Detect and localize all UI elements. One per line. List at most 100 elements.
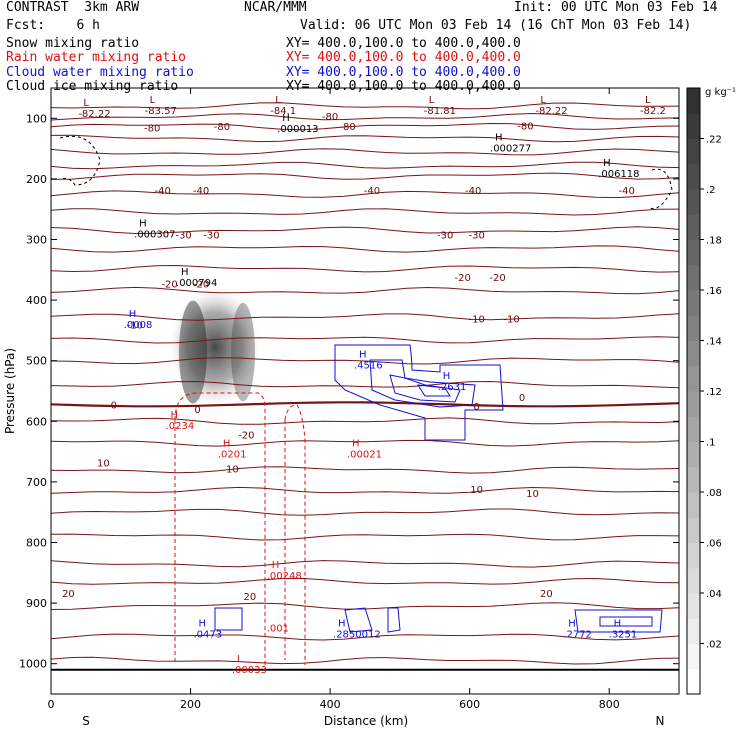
x-tick-label-0: 0 bbox=[48, 698, 55, 711]
colorbar-segment-19 bbox=[687, 189, 700, 215]
y-tick-label-9: 1000 bbox=[19, 658, 47, 671]
extremum-value-23: .3251 bbox=[609, 630, 638, 641]
contour-label-17: -20 bbox=[489, 273, 505, 284]
colorbar-segment-18 bbox=[687, 214, 700, 240]
contour-label-27: 10 bbox=[470, 485, 483, 496]
x-tick-label-1: 200 bbox=[180, 698, 201, 711]
temperature-contour-10 bbox=[51, 245, 679, 253]
plot-frame bbox=[50, 87, 680, 695]
colorbar-tick-label-2: .06 bbox=[706, 539, 722, 550]
contour-label-25: 10 bbox=[97, 459, 110, 470]
rain-contour-2 bbox=[284, 404, 306, 665]
colorbar-tick-label-0: .02 bbox=[706, 640, 722, 651]
cloud-water-contour-4 bbox=[214, 607, 243, 631]
colorbar-segment-6 bbox=[687, 517, 700, 543]
colorbar-tick-label-1: .04 bbox=[706, 589, 722, 600]
cloud-water-contour-3 bbox=[417, 384, 451, 397]
extremum-mark-21: L bbox=[237, 654, 243, 665]
extremum-mark-16: H bbox=[352, 439, 360, 450]
colorbar-segment-0 bbox=[687, 668, 700, 695]
colorbar-segment-13 bbox=[687, 340, 700, 367]
field-xy-cloud-water: XY= 400.0,100.0 to 400.0,400.0 bbox=[286, 65, 521, 80]
y-tick-label-0: 100 bbox=[26, 112, 47, 125]
cloud-water-contour-2 bbox=[389, 374, 461, 403]
extremum-value-12: .4516 bbox=[354, 361, 383, 372]
colorbar-segment-11 bbox=[687, 391, 700, 417]
contour-label-6: -40 bbox=[193, 186, 209, 197]
extremum-value-16: .00021 bbox=[347, 450, 382, 461]
snow-core-0-a bbox=[178, 300, 207, 404]
colorbar-tick-label-4: .1 bbox=[706, 438, 716, 449]
colorbar-segment-3 bbox=[687, 593, 700, 619]
temperature-contour-12 bbox=[51, 286, 679, 295]
colorbar-segment-16 bbox=[687, 264, 700, 291]
colorbar-tick-label-5: .12 bbox=[706, 387, 722, 398]
cloud-ice-contour-1 bbox=[649, 168, 673, 210]
forecast-hour: Fcst: 6 h bbox=[6, 18, 100, 33]
colorbar-tick-label-10: .22 bbox=[706, 135, 722, 146]
temperature-contour-8 bbox=[51, 208, 679, 216]
colorbar-tick-label-3: .08 bbox=[706, 488, 722, 499]
extremum-value-18: .0473 bbox=[193, 630, 222, 641]
extremum-mark-18: H bbox=[198, 619, 206, 630]
colorbar-segment-8 bbox=[687, 466, 700, 493]
x-tick-label-3: 600 bbox=[459, 698, 480, 711]
extremum-value-14: .0234 bbox=[166, 421, 195, 432]
extremum-mark-10: H bbox=[181, 267, 189, 278]
colorbar-segment-17 bbox=[687, 239, 700, 266]
colorbar-unit: g kg⁻¹ bbox=[705, 87, 736, 98]
temperature-contour-27 bbox=[51, 656, 679, 665]
colorbar-segment-7 bbox=[687, 492, 700, 518]
field-name-cloud-ice: Cloud ice mixing ratio bbox=[6, 79, 179, 94]
extremum-value-0: -82.22 bbox=[78, 109, 110, 120]
temperature-contour-22 bbox=[51, 533, 679, 541]
extremum-value-20: .2850012 bbox=[333, 630, 381, 641]
colorbar-tick-label-9: .2 bbox=[706, 185, 716, 196]
y-tick-label-5: 600 bbox=[26, 415, 47, 428]
y-tick-label-2: 300 bbox=[26, 234, 47, 247]
contour-label-26: 10 bbox=[226, 465, 239, 476]
contour-label-12: -30 bbox=[437, 231, 453, 242]
extremum-mark-11: H bbox=[129, 309, 137, 320]
temperature-contour-4 bbox=[51, 148, 679, 156]
field-xy-snow: XY= 400.0,100.0 to 400.0,400.0 bbox=[286, 36, 521, 51]
extremum-value-8: .006118 bbox=[598, 169, 639, 180]
contour-label-32: -20 bbox=[238, 431, 254, 442]
colorbar-segment-23 bbox=[687, 88, 700, 114]
extremum-value-9: .000307 bbox=[134, 230, 175, 241]
contour-label-21: 0 bbox=[111, 400, 117, 411]
extremum-mark-3: L bbox=[429, 95, 435, 106]
extremum-value-10: .000794 bbox=[176, 278, 217, 289]
temperature-contour-19 bbox=[51, 466, 679, 474]
extremum-mark-2: L bbox=[275, 95, 281, 106]
cloud-water-contour-8 bbox=[599, 616, 653, 627]
x-end-label-left: S bbox=[82, 714, 90, 728]
extremum-value-22: .2772 bbox=[563, 630, 592, 641]
field-name-cloud-water: Cloud water mixing ratio bbox=[6, 65, 194, 80]
contour-label-19: -10 bbox=[468, 314, 484, 325]
temperature-contour-21 bbox=[51, 508, 679, 516]
extremum-mark-22: H bbox=[568, 619, 576, 630]
extremum-mark-5: L bbox=[645, 95, 651, 106]
extremum-mark-7: H bbox=[495, 133, 503, 144]
cloud-water-contour-5 bbox=[344, 607, 373, 633]
y-tick-label-6: 700 bbox=[26, 476, 47, 489]
colorbar-segment-21 bbox=[687, 138, 700, 165]
extremum-value-7: .000277 bbox=[490, 144, 531, 155]
temperature-contour-16 bbox=[51, 380, 679, 389]
model-title: CONTRAST 3km ARW bbox=[6, 0, 140, 15]
extremum-mark-4: L bbox=[540, 95, 546, 106]
extremum-mark-20: H bbox=[338, 619, 346, 630]
extremum-value-15: .0201 bbox=[218, 450, 247, 461]
extremum-mark-0: L bbox=[83, 98, 89, 109]
y-tick-label-3: 400 bbox=[26, 294, 47, 307]
extremum-mark-17: H bbox=[272, 560, 280, 571]
extremum-value-19: .001 bbox=[267, 624, 289, 635]
snow-shading-0 bbox=[169, 287, 261, 407]
temperature-contour-3 bbox=[51, 134, 679, 143]
extremum-value-17: .00248 bbox=[267, 571, 302, 582]
colorbar-tick-label-6: .14 bbox=[706, 337, 722, 348]
temperature-contour-24 bbox=[51, 577, 679, 585]
contour-label-15: -20 bbox=[193, 280, 209, 291]
temperature-contour-20 bbox=[51, 486, 679, 494]
